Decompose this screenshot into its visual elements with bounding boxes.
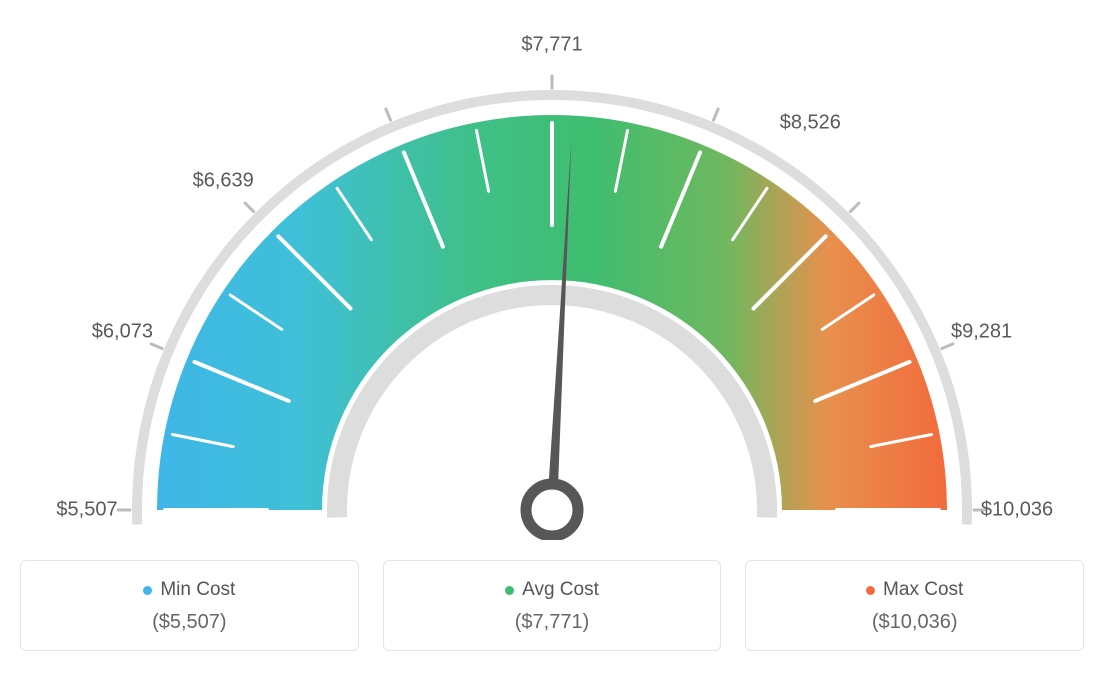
- gauge-tick-label: $6,639: [193, 170, 254, 193]
- legend-max-box: Max Cost ($10,036): [745, 560, 1084, 651]
- legend-min-label: Min Cost: [160, 579, 235, 601]
- dot-icon: [866, 586, 875, 595]
- dot-icon: [505, 586, 514, 595]
- legend-max-label: Max Cost: [883, 579, 963, 601]
- legend-avg-title: Avg Cost: [505, 579, 599, 601]
- gauge-tick-label: $9,281: [951, 321, 1012, 344]
- legend-min-box: Min Cost ($5,507): [20, 560, 359, 651]
- legend-avg-label: Avg Cost: [522, 579, 599, 601]
- legend-min-title: Min Cost: [143, 579, 235, 601]
- dot-icon: [143, 586, 152, 595]
- gauge-tick-label: $10,036: [981, 499, 1053, 522]
- legend-max-title: Max Cost: [866, 579, 963, 601]
- gauge-tick-label: $7,771: [521, 34, 582, 57]
- legend-min-value: ($5,507): [31, 611, 348, 634]
- gauge-tick-label: $6,073: [92, 321, 153, 344]
- gauge-svg: [20, 20, 1084, 540]
- legend-avg-box: Avg Cost ($7,771): [383, 560, 722, 651]
- gauge-tick-label: $8,526: [780, 112, 841, 135]
- legend-max-value: ($10,036): [756, 611, 1073, 634]
- cost-gauge-chart: $5,507 $6,073 $6,639 $7,771 $8,526 $9,281 $10,…: [20, 20, 1084, 540]
- gauge-tick-label: $5,507: [56, 499, 117, 522]
- legend-row: Min Cost ($5,507) Avg Cost ($7,771) Max …: [20, 560, 1084, 651]
- legend-avg-value: ($7,771): [394, 611, 711, 634]
